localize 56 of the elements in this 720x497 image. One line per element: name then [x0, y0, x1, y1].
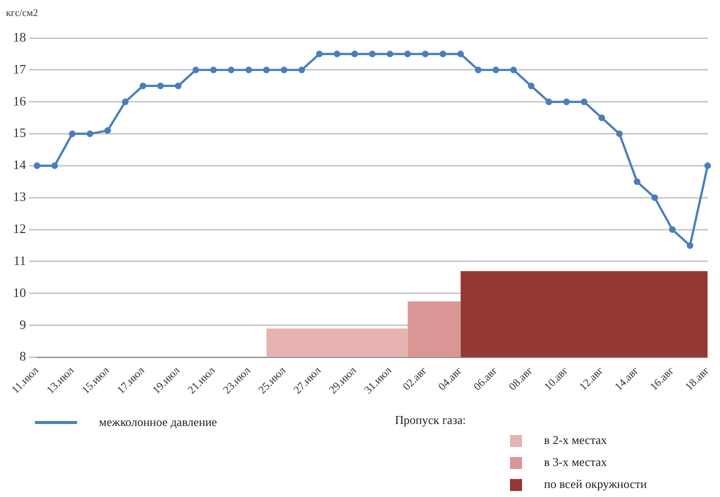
point: [492, 66, 500, 74]
point: [86, 130, 94, 138]
point: [528, 82, 534, 90]
point: [616, 130, 623, 138]
legend-label: в 2-х местах: [544, 433, 607, 448]
point: [228, 66, 234, 74]
point: [704, 162, 711, 170]
point: [280, 66, 288, 74]
y-tick-label: 18: [13, 29, 26, 44]
point: [104, 127, 111, 134]
y-tick-label: 10: [13, 284, 26, 300]
point: [192, 66, 200, 74]
legend-label: в 3-х местах: [544, 455, 607, 470]
legend-label: по всей окружности: [544, 477, 647, 492]
y-tick-label: 11: [13, 252, 26, 268]
point: [51, 162, 58, 170]
point: [440, 50, 446, 58]
point: [474, 66, 482, 74]
point: [34, 162, 40, 170]
point: [386, 50, 394, 58]
point: [651, 194, 658, 201]
point: [351, 50, 358, 58]
point: [563, 98, 570, 106]
point: [316, 50, 323, 58]
y-tick-label: 12: [13, 220, 26, 236]
point: [174, 82, 182, 90]
legend-title: Пропуск газа:: [395, 413, 466, 428]
y-tick-label: 14: [13, 157, 26, 172]
point: [669, 226, 676, 233]
legend-label: межколонное давление: [99, 415, 218, 430]
point: [245, 66, 252, 74]
point: [404, 50, 411, 58]
point: [140, 82, 146, 90]
point: [546, 98, 552, 106]
point: [457, 50, 464, 58]
point: [157, 82, 164, 90]
point: [263, 66, 270, 74]
point: [210, 66, 217, 74]
point: [686, 242, 694, 249]
y-axis-title: кгс/см2: [6, 8, 38, 19]
point: [422, 50, 429, 58]
y-tick-label: 9: [20, 316, 26, 332]
point: [298, 66, 306, 74]
y-tick-label: 15: [13, 125, 26, 140]
point: [334, 50, 340, 58]
y-tick-label: 8: [20, 348, 26, 364]
y-tick-label: 16: [13, 93, 26, 108]
point: [580, 98, 588, 106]
point: [598, 114, 606, 122]
point: [510, 66, 517, 74]
y-tick-label: 13: [13, 189, 26, 204]
point: [122, 98, 129, 106]
point: [634, 178, 640, 185]
point: [69, 130, 76, 138]
point: [369, 50, 376, 58]
y-tick-label: 17: [13, 61, 26, 76]
